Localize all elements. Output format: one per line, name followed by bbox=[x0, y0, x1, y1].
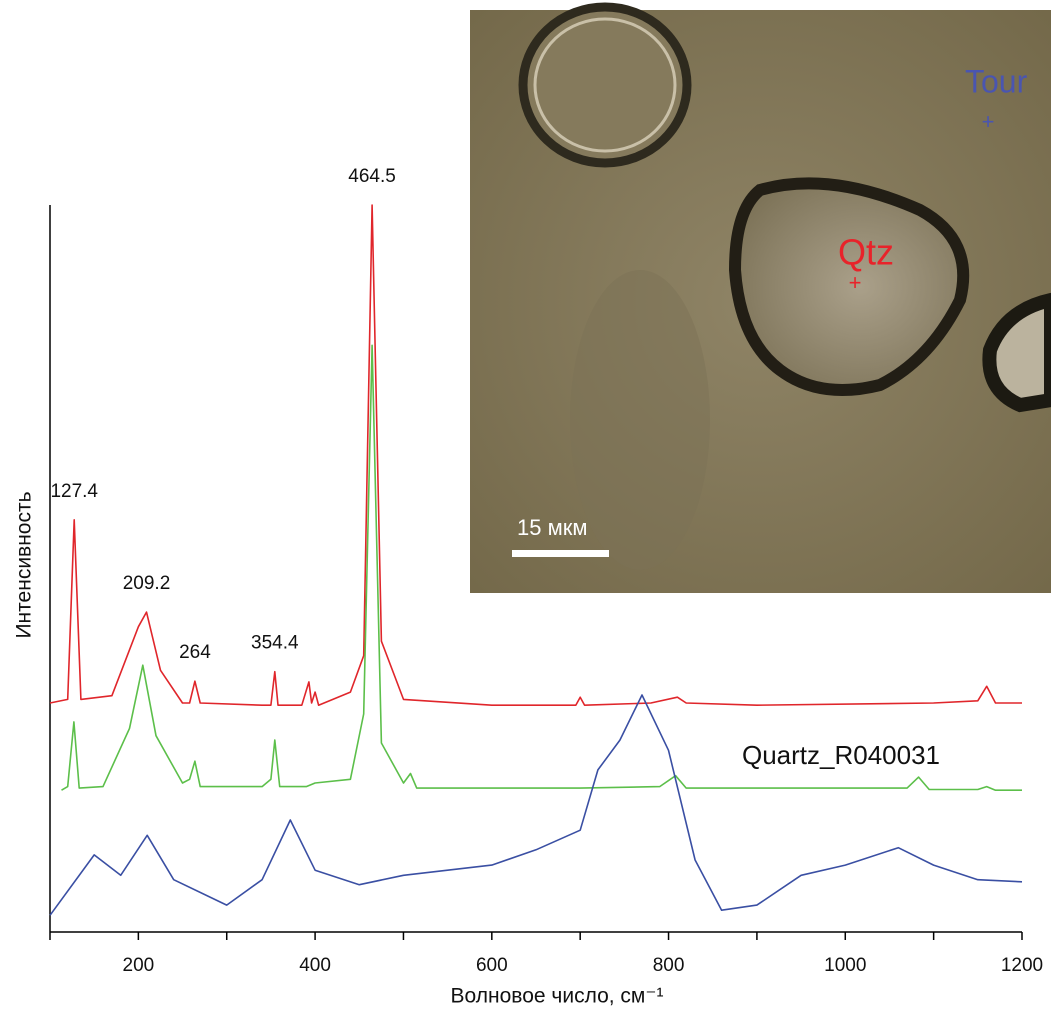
inclusion-cloud bbox=[570, 270, 710, 570]
peak-label: 464.5 bbox=[348, 166, 396, 187]
mineral-label: Tour bbox=[965, 63, 1028, 99]
grain bbox=[518, 2, 692, 168]
scale-bar bbox=[512, 550, 609, 557]
grain bbox=[982, 292, 1051, 413]
grain-rim bbox=[533, 17, 677, 153]
spectrum-line bbox=[61, 344, 1022, 791]
point-marker: + bbox=[849, 270, 862, 295]
series-label: Quartz_R040031 bbox=[742, 740, 940, 770]
spectrum-line bbox=[49, 204, 1022, 706]
peak-label: 264 bbox=[179, 642, 211, 663]
x-tick-label: 1200 bbox=[1001, 955, 1043, 976]
peak-label: 209.2 bbox=[123, 573, 171, 594]
micrograph: Tour + Qtz + 15 мкм bbox=[470, 2, 1051, 593]
peak-label: 354.4 bbox=[251, 633, 299, 654]
point-marker: + bbox=[982, 109, 995, 134]
x-tick-label: 800 bbox=[653, 955, 685, 976]
scale-bar-label: 15 мкм bbox=[517, 515, 587, 540]
spectrum-line bbox=[49, 694, 1023, 916]
y-axis-title: Интенсивность bbox=[13, 491, 36, 638]
x-tick-label: 400 bbox=[299, 955, 331, 976]
mineral-label: Qtz bbox=[838, 232, 894, 273]
peak-label: 127.4 bbox=[50, 481, 98, 502]
x-tick-label: 1000 bbox=[824, 955, 866, 976]
x-tick-label: 600 bbox=[476, 955, 508, 976]
x-axis-title: Волновое число, см⁻¹ bbox=[451, 985, 664, 1008]
x-tick-label: 200 bbox=[123, 955, 155, 976]
grain bbox=[728, 177, 970, 396]
